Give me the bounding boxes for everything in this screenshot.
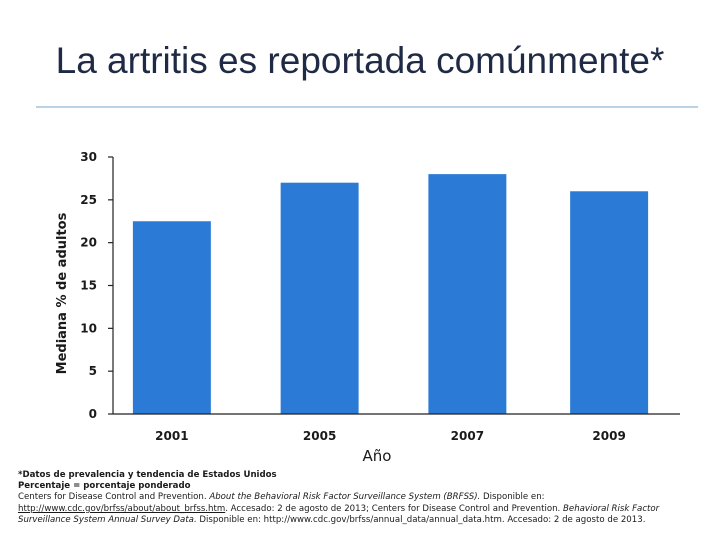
y-axis-ticks: 0 5 10 15 20 25 30 <box>80 150 113 421</box>
y-tick-label: 15 <box>80 279 97 293</box>
y-axis-title: Mediana % de adultos <box>55 212 70 374</box>
bar-2007 <box>428 174 507 414</box>
bar-2001 <box>132 221 211 414</box>
y-tick-label: 10 <box>80 321 97 335</box>
citation-part: About the Behavioral Risk Factor Surveil… <box>209 492 481 503</box>
x-tick-label: 2001 <box>155 429 188 443</box>
citation-part: Disponible en: http://www.cdc.gov/brfss/… <box>196 514 646 525</box>
x-tick-label: 2009 <box>592 429 625 443</box>
slide-title: La artritis es reportada comúnmente* <box>55 40 665 81</box>
x-tick-label: 2007 <box>451 429 484 443</box>
citation-part: Disponible en: <box>480 492 545 503</box>
citation-part: . Accesado: 2 de agosto de 2013; Centers… <box>225 503 564 514</box>
bars <box>132 174 649 414</box>
title-divider <box>36 106 698 108</box>
y-tick-label: 30 <box>80 150 97 164</box>
citation-part: Surveillance System Annual Survey Data. <box>18 514 197 525</box>
x-axis-title: Año <box>363 447 392 465</box>
footnote-source: *Datos de prevalencia y tendencia de Est… <box>18 470 277 480</box>
footnote-citation: Centers for Disease Control and Preventi… <box>18 492 708 526</box>
y-tick-label: 25 <box>80 193 97 207</box>
footnotes: *Datos de prevalencia y tendencia de Est… <box>18 470 708 526</box>
x-tick-label: 2005 <box>303 429 336 443</box>
footnote-percentage: Percentaje = porcentaje ponderado <box>18 481 191 492</box>
bar-2005 <box>280 182 359 414</box>
y-tick-label: 0 <box>89 407 97 421</box>
citation-link[interactable]: http://www.cdc.gov/brfss/about/about_brf… <box>18 503 226 514</box>
x-axis-ticks: 2001 2005 2007 2009 <box>155 429 626 443</box>
bar-2009 <box>570 191 649 414</box>
y-tick-label: 5 <box>89 364 97 378</box>
citation-part: Behavioral Risk Factor <box>563 503 660 514</box>
citation-part: Centers for Disease Control and Preventi… <box>18 492 210 503</box>
y-tick-label: 20 <box>80 236 97 250</box>
